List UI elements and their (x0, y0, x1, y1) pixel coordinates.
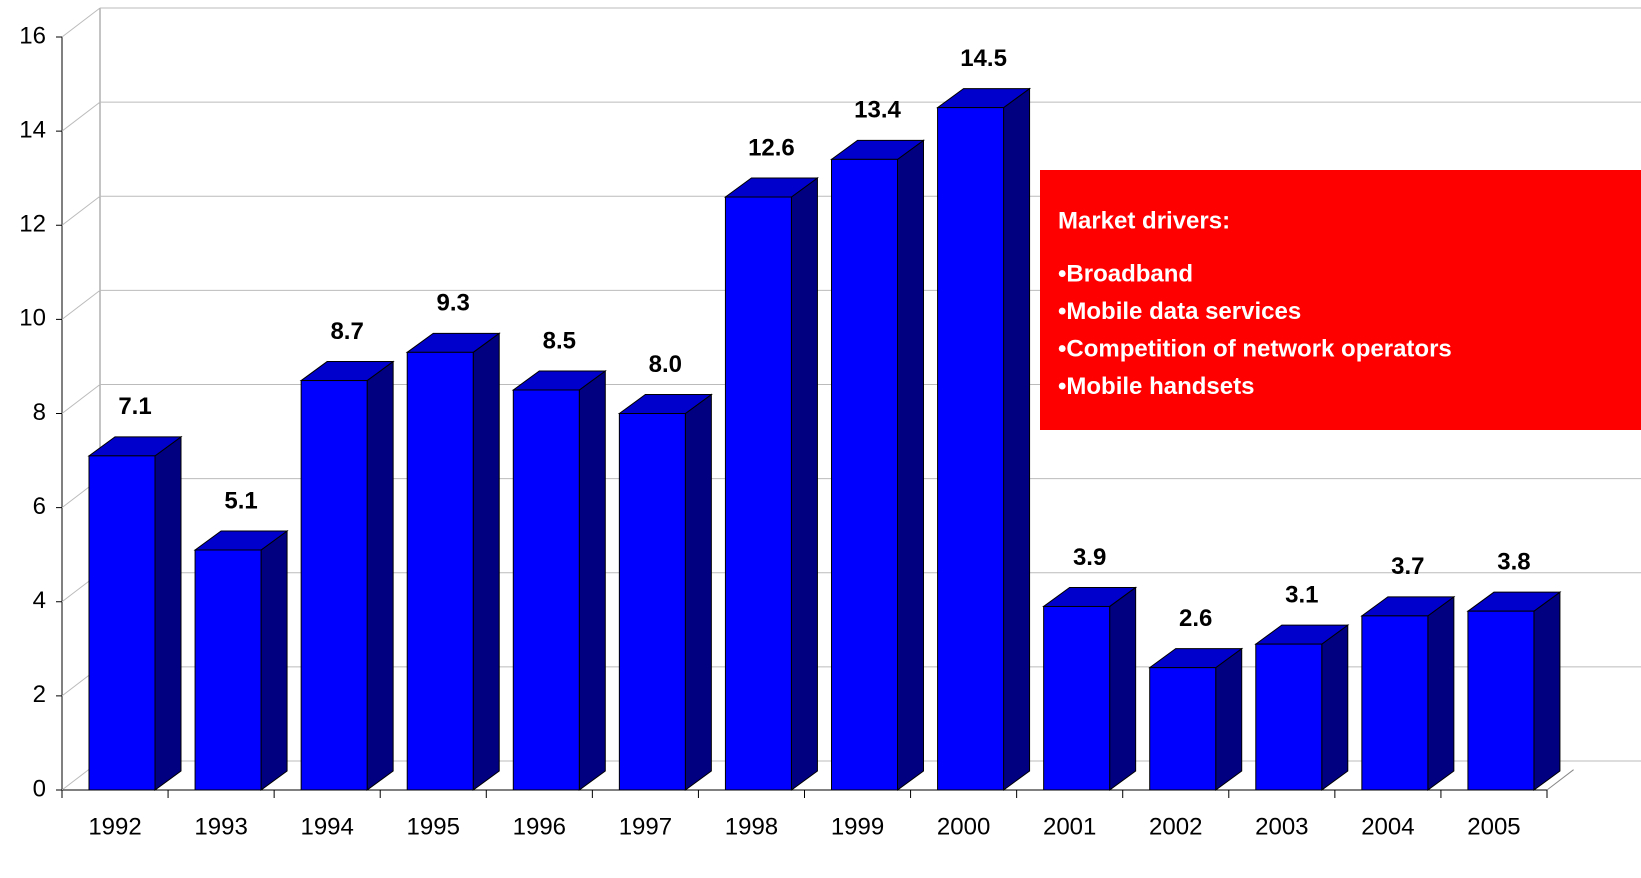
value-label: 14.5 (960, 45, 1007, 72)
x-tick-label: 2004 (1361, 813, 1414, 840)
bar-side (897, 139, 924, 791)
x-tick-label: 2003 (1255, 813, 1308, 840)
x-tick-label: 1995 (407, 813, 460, 840)
value-label: 9.3 (437, 290, 470, 317)
grid-line-side (61, 7, 101, 38)
x-tick-label: 1992 (88, 813, 141, 840)
y-tick-label: 6 (33, 493, 46, 520)
bar-side (1003, 87, 1031, 791)
bar (937, 107, 1005, 791)
annotation-item: •Mobile handsets (1058, 373, 1254, 400)
bar-side (1109, 586, 1137, 791)
bar-side (260, 529, 288, 791)
bar-side (684, 393, 712, 791)
value-label: 3.1 (1285, 581, 1318, 608)
bar (1255, 643, 1323, 791)
y-tick-label: 16 (19, 22, 46, 49)
grid-line-side (61, 101, 101, 132)
bar-side (1533, 591, 1561, 791)
bar-side (1427, 595, 1455, 791)
y-tick-label: 2 (33, 681, 46, 708)
bar (300, 380, 368, 791)
annotation-item: •Competition of network operators (1058, 335, 1452, 362)
bar (1149, 667, 1217, 791)
x-tick-label: 1996 (513, 813, 566, 840)
x-tick-label: 1998 (725, 813, 778, 840)
y-tick-label: 10 (19, 305, 46, 332)
value-label: 3.7 (1391, 553, 1424, 580)
grid-line-side (61, 384, 101, 414)
bar (724, 196, 792, 791)
x-tick-label: 2005 (1467, 813, 1520, 840)
value-label: 5.1 (224, 487, 257, 514)
x-tick-label: 2002 (1149, 813, 1202, 840)
y-tick-label: 8 (33, 399, 46, 426)
bar (618, 413, 686, 791)
bar (831, 158, 898, 791)
y-tick-label: 12 (19, 211, 46, 238)
value-label: 3.9 (1073, 544, 1106, 571)
x-tick-label: 1993 (194, 813, 247, 840)
value-label: 13.4 (854, 97, 901, 124)
bar-side (790, 177, 818, 791)
y-tick-label: 14 (19, 116, 46, 143)
bar-side (1215, 647, 1243, 791)
bar-side (578, 369, 606, 791)
y-tick-label: 0 (33, 775, 46, 802)
grid-line-side (61, 289, 101, 320)
bar (1467, 610, 1535, 791)
bar (1043, 605, 1111, 791)
bar (1361, 615, 1429, 791)
bar (512, 389, 580, 791)
x-tick-label: 2000 (937, 813, 990, 840)
x-tick-label: 1994 (300, 813, 353, 840)
bar (88, 455, 156, 791)
annotation-box (1040, 170, 1641, 430)
annotation-item: •Broadband (1058, 260, 1193, 287)
bar-side (154, 435, 182, 791)
grid-line-side (61, 195, 101, 226)
bar-side (1321, 624, 1349, 791)
x-tick-label: 2001 (1043, 813, 1096, 840)
annotation-item: •Mobile data services (1058, 298, 1301, 325)
value-label: 7.1 (118, 393, 151, 420)
value-label: 8.0 (649, 351, 682, 378)
x-tick-label: 1999 (831, 813, 884, 840)
annotation-title: Market drivers: (1058, 207, 1230, 234)
x-tick-label: 1997 (619, 813, 672, 840)
value-label: 8.5 (543, 327, 576, 354)
bar-side (472, 332, 500, 791)
floor-edge (1546, 769, 1574, 791)
value-label: 3.8 (1497, 549, 1530, 576)
bar (406, 351, 474, 791)
bar-side (366, 360, 394, 791)
value-label: 2.6 (1179, 605, 1212, 632)
y-tick-label: 4 (33, 587, 46, 614)
bar (194, 549, 262, 791)
value-label: 12.6 (748, 134, 795, 161)
value-label: 8.7 (330, 318, 363, 345)
